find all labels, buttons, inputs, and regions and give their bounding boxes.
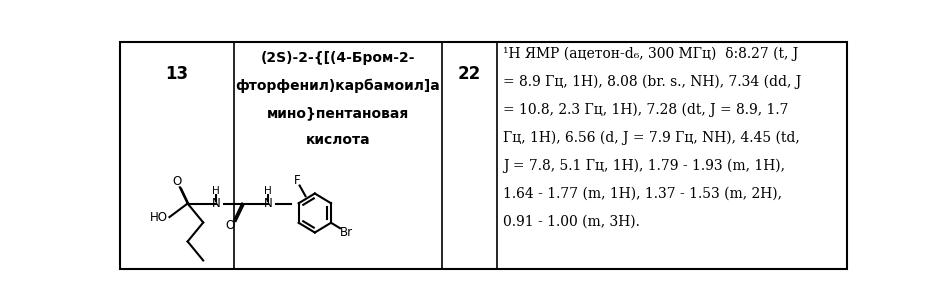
Text: J = 7.8, 5.1 Гц, 1H), 1.79 - 1.93 (m, 1H),: J = 7.8, 5.1 Гц, 1H), 1.79 - 1.93 (m, 1H…: [503, 158, 784, 173]
Text: ¹H ЯМР (ацетон-d₆, 300 МГц)  δ:8.27 (t, J: ¹H ЯМР (ацетон-d₆, 300 МГц) δ:8.27 (t, J: [503, 47, 798, 61]
Text: Br: Br: [340, 226, 353, 239]
Text: 0.91 - 1.00 (m, 3H).: 0.91 - 1.00 (m, 3H).: [503, 214, 640, 228]
Text: N: N: [211, 197, 221, 210]
Text: N: N: [263, 197, 273, 210]
Text: мино}пентановая: мино}пентановая: [267, 106, 409, 120]
Text: HO: HO: [150, 211, 168, 224]
Text: O: O: [226, 219, 235, 232]
Text: 13: 13: [165, 65, 189, 83]
Text: фторфенил)карбамоил]а: фторфенил)карбамоил]а: [235, 79, 440, 93]
Text: F: F: [294, 174, 300, 187]
Text: 1.64 - 1.77 (m, 1H), 1.37 - 1.53 (m, 2H),: 1.64 - 1.77 (m, 1H), 1.37 - 1.53 (m, 2H)…: [503, 186, 782, 201]
Text: (2S)-2-{[(4-Бром-2-: (2S)-2-{[(4-Бром-2-: [261, 51, 415, 65]
Text: Гц, 1H), 6.56 (d, J = 7.9 Гц, NH), 4.45 (td,: Гц, 1H), 6.56 (d, J = 7.9 Гц, NH), 4.45 …: [503, 130, 800, 145]
Text: = 10.8, 2.3 Гц, 1H), 7.28 (dt, J = 8.9, 1.7: = 10.8, 2.3 Гц, 1H), 7.28 (dt, J = 8.9, …: [503, 103, 788, 117]
Text: = 8.9 Гц, 1H), 8.08 (br. s., NH), 7.34 (dd, J: = 8.9 Гц, 1H), 8.08 (br. s., NH), 7.34 (…: [503, 75, 801, 89]
Text: H: H: [264, 186, 272, 196]
Text: кислота: кислота: [306, 133, 370, 147]
Text: O: O: [172, 175, 181, 188]
Text: H: H: [212, 186, 220, 196]
Text: 22: 22: [458, 65, 481, 83]
